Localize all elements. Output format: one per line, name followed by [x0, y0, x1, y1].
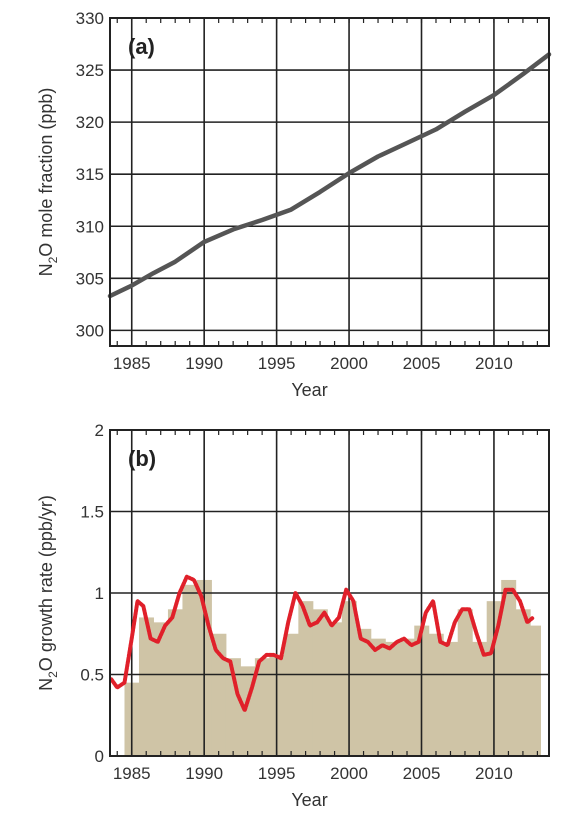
bar	[254, 658, 270, 756]
y-tick-label: 320	[76, 113, 104, 132]
y-tick-label: 0.5	[80, 666, 104, 685]
bar	[298, 601, 314, 756]
x-tick-label: 2005	[403, 764, 441, 783]
x-tick-label: 2000	[330, 764, 368, 783]
x-tick-label: 2005	[403, 354, 441, 373]
plot-frame	[109, 17, 550, 347]
x-tick-label: 1990	[185, 764, 223, 783]
x-tick-label: 1985	[113, 764, 151, 783]
y-tick-label: 1	[95, 584, 104, 603]
bar	[167, 609, 183, 756]
bar	[501, 579, 517, 756]
bar	[399, 638, 415, 756]
y-tick-label: 0	[95, 747, 104, 766]
x-tick-label: 1990	[185, 354, 223, 373]
plot-frame	[109, 429, 550, 757]
x-tick-label: 2010	[475, 354, 513, 373]
panel-0: 1985 1990 1995 2000 2005 2010 300 305 310 315 320 3…	[36, 9, 552, 400]
y-tick-label: 2	[95, 421, 104, 440]
bar	[472, 641, 488, 756]
bar	[457, 609, 473, 756]
bar	[356, 628, 372, 756]
bar	[370, 638, 386, 756]
bar	[530, 625, 541, 756]
x-tick-label: 2000	[330, 354, 368, 373]
x-axis-label: Year	[291, 790, 327, 810]
y-axis-label: N2O mole fraction (ppb)	[36, 88, 60, 277]
series-line	[109, 574, 536, 713]
y-tick-label: 1.5	[80, 503, 104, 522]
bar	[211, 633, 227, 756]
x-tick-label: 2010	[475, 764, 513, 783]
bar	[515, 609, 531, 756]
y-tick-label: 330	[76, 9, 104, 28]
x-tick-label: 1995	[258, 354, 296, 373]
bar	[327, 622, 343, 756]
bar	[182, 584, 198, 756]
y-tick-label: 310	[76, 217, 104, 236]
x-tick-label: 1995	[258, 764, 296, 783]
y-tick-label: 305	[76, 269, 104, 288]
y-tick-label: 325	[76, 61, 104, 80]
panel-1: 1985 1990 1995 2000 2005 2010 0 0.5 1 1.5 2 Year N2O…	[36, 421, 550, 810]
y-tick-label: 300	[76, 321, 104, 340]
bar	[138, 617, 154, 756]
bar	[385, 641, 401, 756]
x-tick-label: 1985	[113, 354, 151, 373]
y-tick-label: 315	[76, 165, 104, 184]
plot-background	[110, 18, 549, 346]
bar	[443, 641, 459, 756]
bar	[283, 633, 299, 756]
bar	[153, 622, 169, 756]
bar	[312, 609, 328, 756]
y-axis-label: N2O growth rate (ppb/yr)	[36, 495, 60, 691]
x-axis-label: Year	[291, 380, 327, 400]
panel-label: (a)	[128, 34, 155, 59]
bar	[428, 633, 444, 756]
panel-label: (b)	[128, 446, 156, 471]
bar	[225, 658, 241, 756]
series-line	[107, 52, 552, 299]
